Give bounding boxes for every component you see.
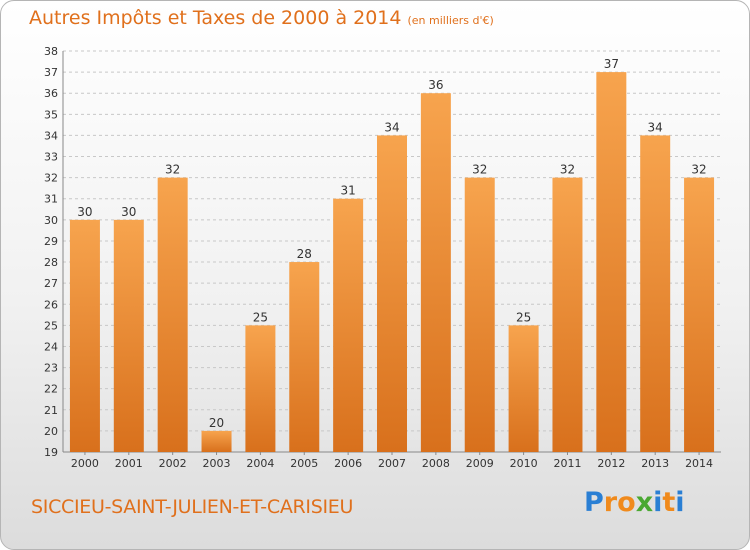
data-label: 30 bbox=[77, 205, 92, 219]
x-tick-label: 2002 bbox=[159, 457, 187, 470]
y-tick-label: 31 bbox=[44, 193, 58, 206]
logo-letter: P bbox=[584, 487, 604, 518]
y-tick-label: 35 bbox=[44, 108, 58, 121]
x-tick-label: 2007 bbox=[378, 457, 406, 470]
logo-letter: t bbox=[662, 487, 676, 518]
y-tick-label: 20 bbox=[44, 425, 58, 438]
x-tick-label: 2006 bbox=[334, 457, 362, 470]
logo-letter: i bbox=[653, 487, 663, 518]
bar bbox=[377, 135, 407, 452]
data-label: 37 bbox=[604, 57, 619, 71]
y-tick-label: 29 bbox=[44, 235, 58, 248]
x-tick-label: 2004 bbox=[246, 457, 274, 470]
bar bbox=[552, 177, 583, 452]
y-tick-label: 36 bbox=[44, 87, 58, 100]
x-tick-label: 2003 bbox=[203, 457, 231, 470]
bar bbox=[596, 72, 627, 453]
data-label: 25 bbox=[253, 310, 268, 324]
chart-title: Autres Impôts et Taxes de 2000 à 2014 (en… bbox=[29, 7, 494, 29]
y-tick-label: 24 bbox=[44, 340, 58, 353]
logo-letter: r bbox=[603, 487, 618, 518]
bar bbox=[464, 177, 495, 452]
data-label: 31 bbox=[340, 184, 355, 198]
unit-note: (en milliers d'€) bbox=[407, 14, 494, 27]
y-tick-label: 30 bbox=[44, 214, 58, 227]
bar bbox=[157, 177, 188, 452]
data-label: 34 bbox=[648, 120, 663, 134]
y-tick-label: 21 bbox=[44, 404, 58, 417]
x-tick-label: 2001 bbox=[115, 457, 143, 470]
x-tick-label: 2000 bbox=[71, 457, 99, 470]
x-tick-label: 2009 bbox=[466, 457, 494, 470]
bar bbox=[684, 177, 715, 452]
y-tick-label: 33 bbox=[44, 151, 58, 164]
logo-letter: i bbox=[675, 487, 685, 518]
bar bbox=[245, 325, 276, 452]
x-tick-label: 2012 bbox=[597, 457, 625, 470]
x-tick-label: 2005 bbox=[290, 457, 318, 470]
data-label: 30 bbox=[121, 205, 136, 219]
data-label: 20 bbox=[209, 416, 224, 430]
y-tick-label: 19 bbox=[44, 446, 58, 459]
bar bbox=[289, 262, 320, 452]
y-tick-label: 27 bbox=[44, 277, 58, 290]
bar bbox=[640, 135, 671, 452]
y-tick-label: 28 bbox=[44, 256, 58, 269]
data-label: 28 bbox=[297, 247, 312, 261]
x-tick-label: 2013 bbox=[641, 457, 669, 470]
labels: 19 20 21 22 23 24 25 26 27 28 29 30 31 32 33 34 35 36 37 38… bbox=[44, 45, 713, 470]
data-label: 32 bbox=[691, 163, 706, 177]
y-tick-label: 25 bbox=[44, 319, 58, 332]
bar bbox=[69, 219, 100, 452]
data-label: 32 bbox=[472, 163, 487, 177]
bar bbox=[420, 93, 451, 453]
y-tick-label: 34 bbox=[44, 129, 58, 142]
y-tick-label: 37 bbox=[44, 66, 58, 79]
bar bbox=[201, 430, 232, 452]
x-tick-label: 2008 bbox=[422, 457, 450, 470]
title-text: Autres Impôts et Taxes de 2000 à 2014 bbox=[29, 7, 402, 29]
x-tick-label: 2014 bbox=[685, 457, 713, 470]
data-label: 36 bbox=[428, 78, 443, 92]
logo-letter: x bbox=[635, 487, 654, 518]
data-label: 25 bbox=[516, 310, 531, 324]
data-label: 32 bbox=[560, 163, 575, 177]
commune-name: SICCIEU-SAINT-JULIEN-ET-CARISIEU bbox=[31, 496, 354, 518]
proxiti-logo: Proxiti bbox=[584, 487, 685, 518]
data-label: 34 bbox=[384, 120, 399, 134]
x-tick-label: 2010 bbox=[510, 457, 538, 470]
y-tick-label: 26 bbox=[44, 298, 58, 311]
bar bbox=[508, 325, 539, 452]
y-tick-label: 22 bbox=[44, 383, 58, 396]
y-tick-label: 32 bbox=[44, 172, 58, 185]
logo-letter: o bbox=[617, 487, 636, 518]
bar bbox=[333, 198, 364, 452]
bar bbox=[113, 219, 144, 452]
data-label: 32 bbox=[165, 163, 180, 177]
bars bbox=[69, 72, 715, 453]
x-tick-label: 2011 bbox=[553, 457, 581, 470]
y-tick-label: 38 bbox=[44, 45, 58, 58]
y-tick-label: 23 bbox=[44, 362, 58, 375]
